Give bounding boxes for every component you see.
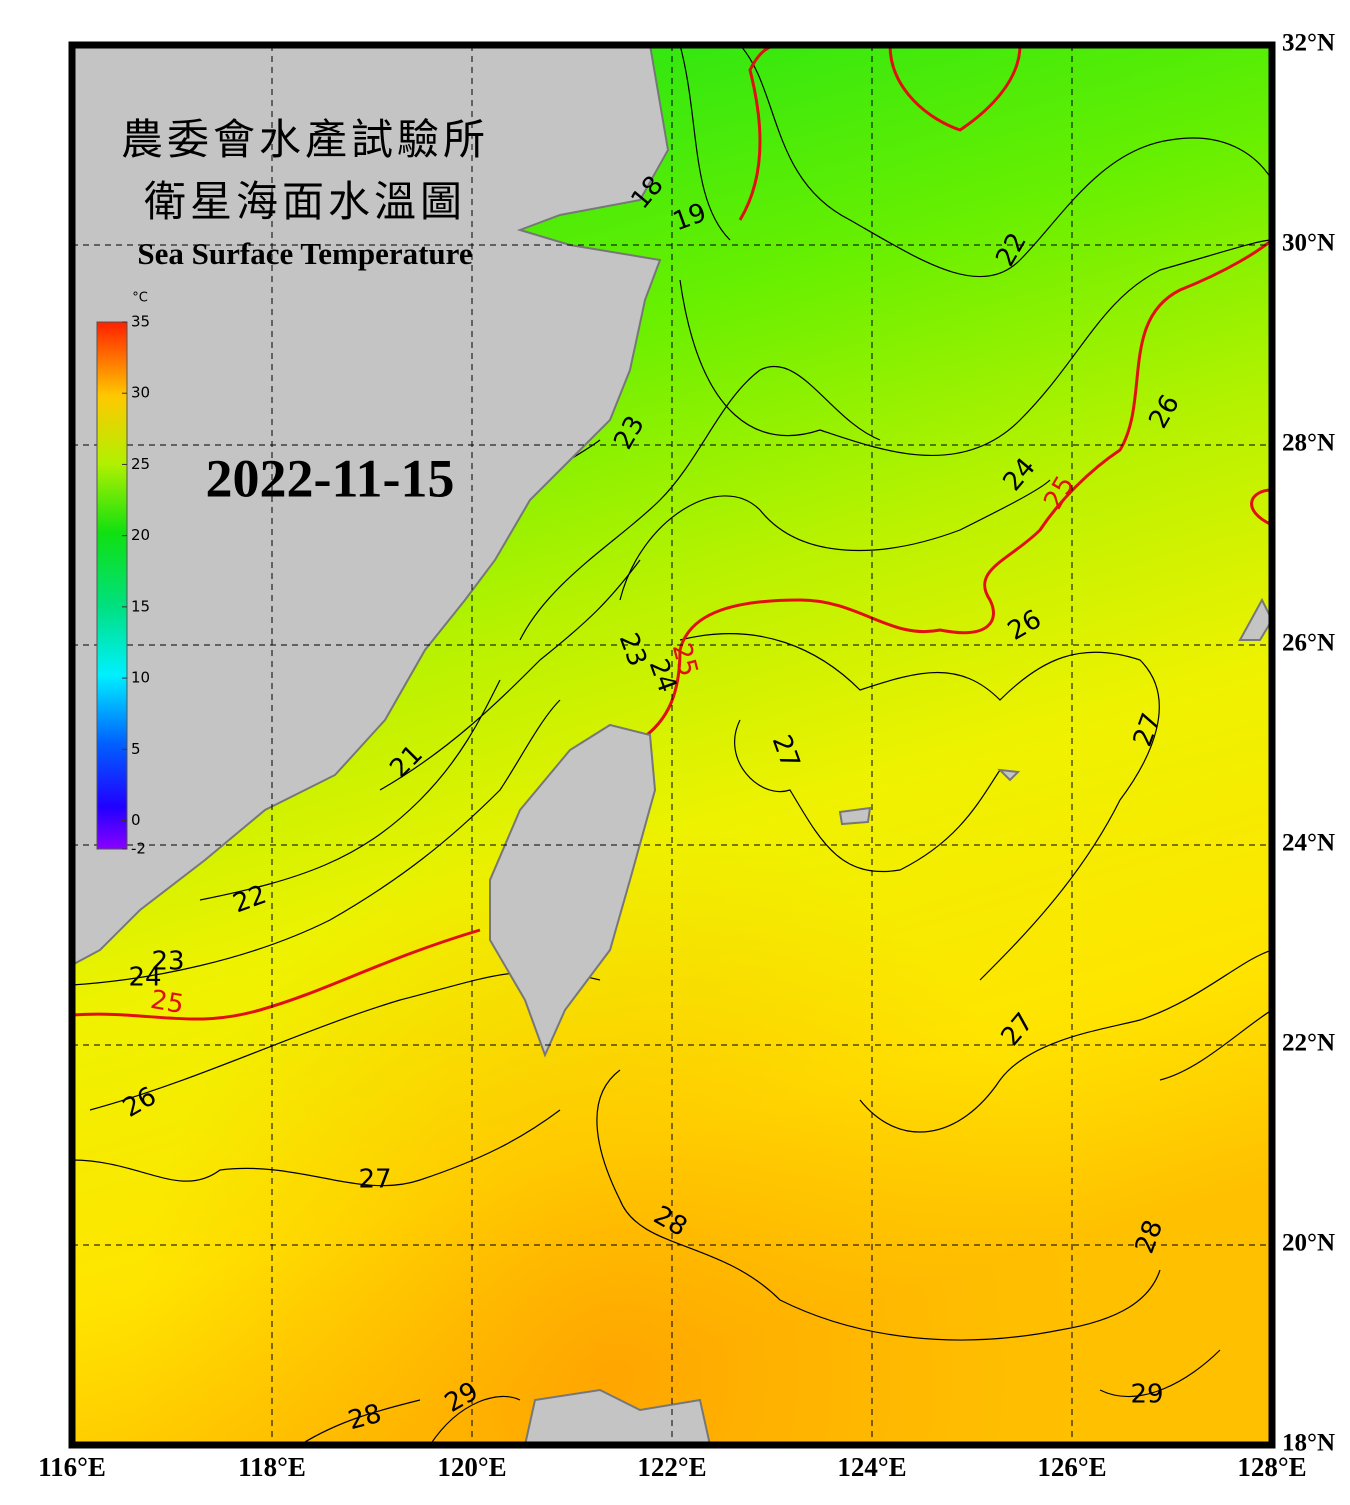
y-tick-label: 20°N [1282, 1230, 1335, 1257]
y-tick-label: 24°N [1282, 830, 1335, 857]
colorbar-tick-label: 5 [131, 740, 141, 758]
colorbar-tick-label: 15 [131, 597, 150, 615]
colorbar-ticks: 35 30 25 20 15 10 5 0 -2 [122, 313, 150, 858]
island [997, 768, 1021, 782]
x-tick-label: 120°E [437, 1452, 506, 1482]
contour-label: 29 [1130, 1380, 1163, 1410]
contour-label: 27 [358, 1165, 391, 1195]
land [72, 45, 1272, 1445]
y-tick-label: 28°N [1282, 430, 1335, 457]
colorbar-unit: °C [132, 291, 148, 306]
date: 2022-11-15 [206, 448, 455, 508]
y-tick-label: 18°N [1282, 1430, 1335, 1457]
colorbar-tick-label: 35 [131, 313, 150, 331]
contour-label: 23 [151, 947, 184, 977]
contour-label: 25 [148, 985, 186, 1020]
graticule: 116°E 118°E 120°E 122°E 124°E 126°E 128°E18°N 2… [38, 30, 1335, 1482]
island [1238, 597, 1272, 641]
y-tick-label: 26°N [1282, 630, 1335, 657]
x-tick-label: 126°E [1037, 1452, 1106, 1482]
island [838, 806, 872, 826]
taiwan [489, 723, 657, 1058]
title-zh: 衛星海面水溫圖 [144, 177, 466, 226]
title-en: Sea Surface Temperature [137, 236, 472, 271]
contour-label: 24 [128, 963, 161, 993]
y-tick-label: 32°N [1282, 30, 1335, 57]
x-tick-label: 116°E [38, 1452, 106, 1482]
colorbar [96, 321, 128, 850]
x-tick-label: 124°E [837, 1452, 906, 1482]
mainland [72, 45, 670, 967]
colorbar-tick-label: 25 [131, 455, 150, 473]
luzon [523, 1388, 712, 1445]
x-tick-label: 118°E [238, 1452, 306, 1482]
y-tick-label: 22°N [1282, 1030, 1335, 1057]
x-tick-label: 122°E [637, 1452, 706, 1482]
colorbar-tick-label: 0 [131, 811, 141, 829]
title-zh: 農委會水產試驗所 [121, 115, 489, 164]
colorbar-tick-label: 20 [131, 526, 150, 544]
colorbar-tick-label: 10 [131, 669, 150, 687]
colorbar-tick-label: -2 [131, 840, 146, 858]
y-tick-label: 30°N [1282, 230, 1335, 257]
colorbar-tick-label: 30 [131, 384, 150, 402]
contour-25 [72, 45, 1272, 1021]
x-tick-label: 128°E [1237, 1452, 1306, 1482]
